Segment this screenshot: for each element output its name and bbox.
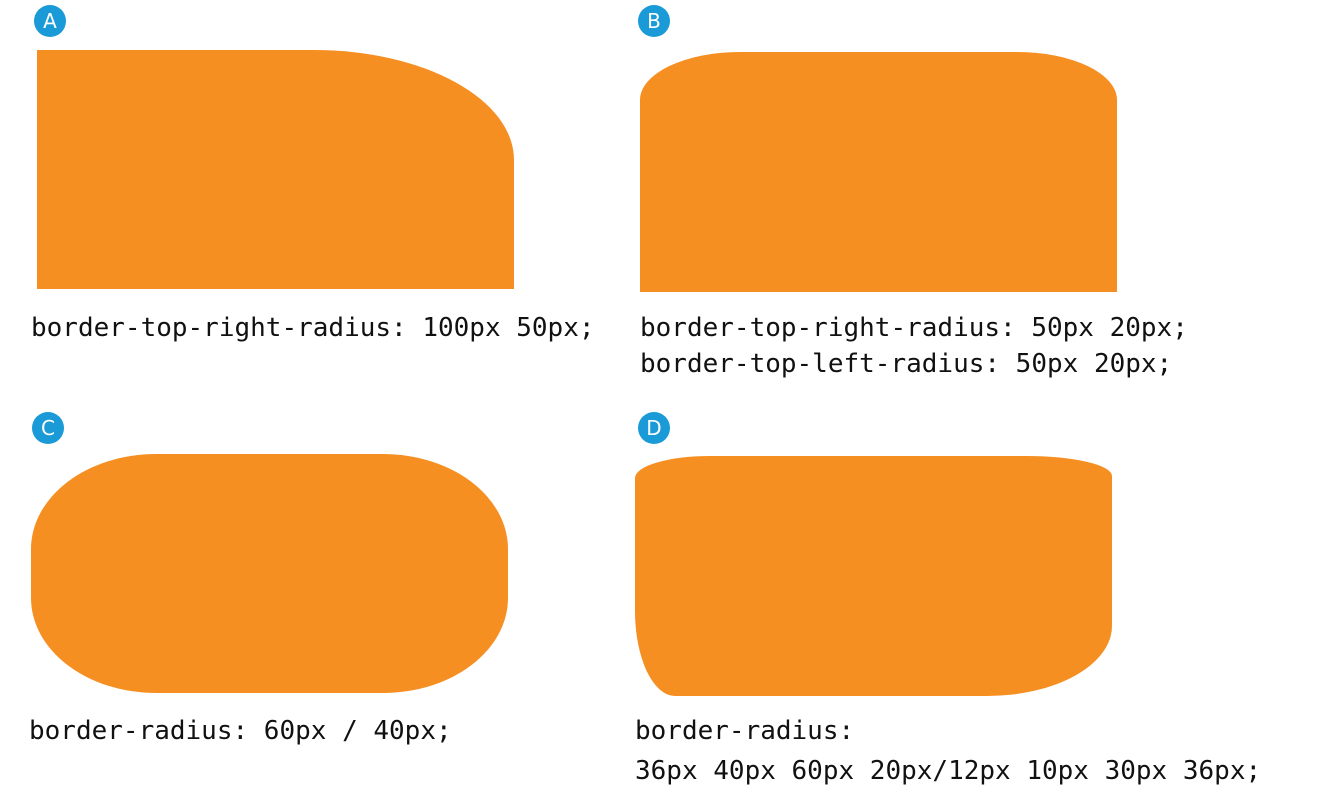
panel-d-code-line: 36px 40px 60px 20px/12px 10px 30px 36px;: [635, 756, 1262, 786]
panel-b-code-line: border-top-right-radius: 50px 20px;: [640, 313, 1188, 343]
panel-c-rounded-shape: [31, 454, 508, 693]
panel-c-badge: C: [32, 412, 64, 444]
panel-a-code-line: border-top-right-radius: 100px 50px;: [31, 313, 595, 343]
panel-b-code-line: border-top-left-radius: 50px 20px;: [640, 349, 1173, 379]
panel-b-badge: B: [638, 5, 670, 37]
panel-a-rounded-shape: [37, 50, 514, 289]
panel-d-rounded-shape: [635, 456, 1112, 696]
panel-d-badge: D: [638, 412, 670, 444]
panel-a-badge: A: [34, 5, 66, 37]
panel-b-rounded-shape: [640, 52, 1117, 292]
panel-c-code-line: border-radius: 60px / 40px;: [29, 716, 452, 746]
panel-d-code-line: border-radius:: [635, 716, 855, 746]
